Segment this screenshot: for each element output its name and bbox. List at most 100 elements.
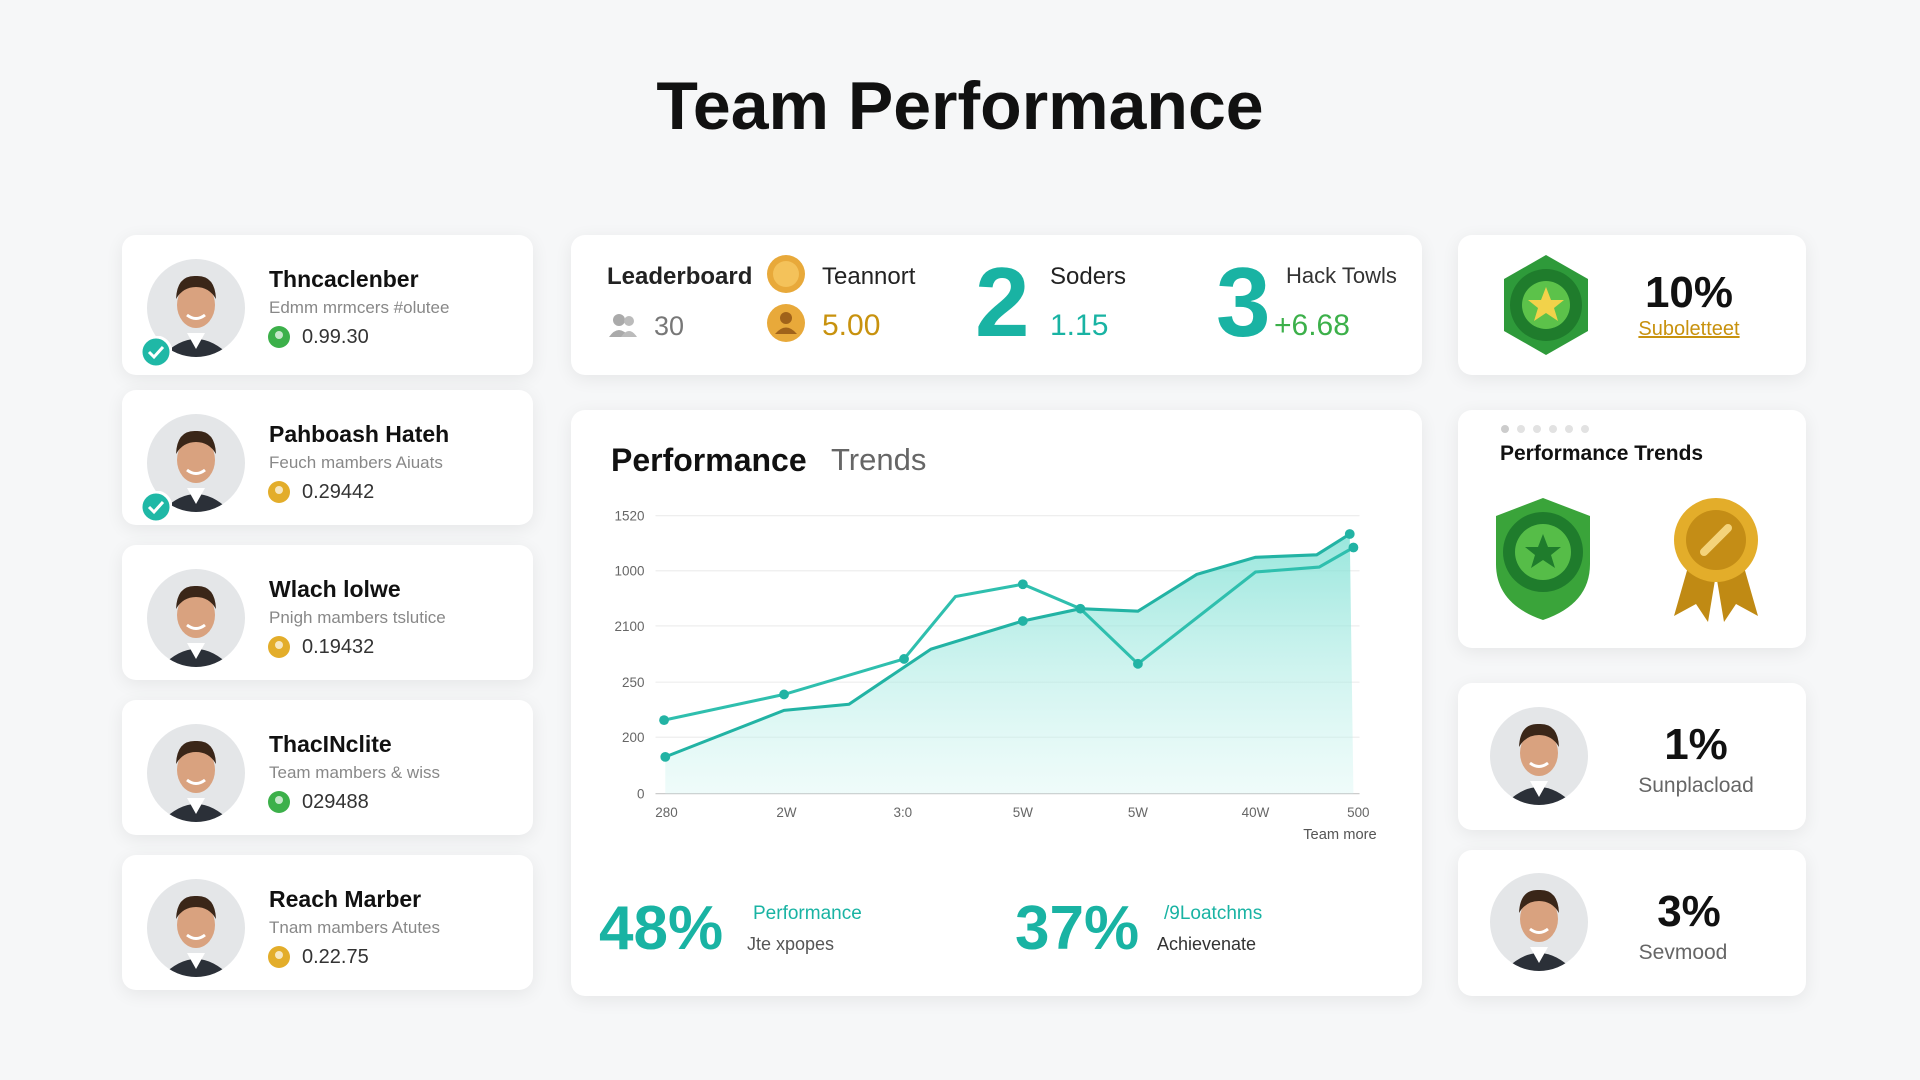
page-title: Team Performance xyxy=(656,68,1264,144)
y-tick-label: 250 xyxy=(622,675,644,690)
value-icon xyxy=(267,325,291,354)
shield-badge xyxy=(1496,498,1590,620)
side-card: 1% Sunplacload xyxy=(1458,683,1806,830)
side-label: Sevmood xyxy=(1638,941,1728,964)
member-name: Pahboash Hateh xyxy=(269,421,450,447)
stat-label: Teannort xyxy=(822,263,916,290)
member-card: Wlach lolwe Pnigh mambers tslutice 0.19432 xyxy=(122,545,533,680)
check-badge xyxy=(139,490,173,528)
y-tick-label: 2100 xyxy=(615,619,645,634)
value-icon-image xyxy=(268,636,290,658)
stat-value: 1.15 xyxy=(1050,309,1109,342)
avatar xyxy=(1490,707,1588,810)
side-label: Sunplacload xyxy=(1638,774,1754,797)
y-tick-label: 1000 xyxy=(615,564,645,579)
people-icon xyxy=(609,314,637,337)
value-icon-image xyxy=(268,791,290,813)
value-icon-image xyxy=(268,481,290,503)
dots xyxy=(1501,425,1589,433)
member-name: Wlach lolwe xyxy=(269,576,401,602)
value-icon xyxy=(267,790,291,819)
check-icon xyxy=(139,335,173,369)
member-subtitle: Tnam mambers Atutes xyxy=(269,918,441,937)
gold-medal xyxy=(1674,498,1758,622)
stat-value: 30 xyxy=(654,311,685,341)
member-subtitle: Feuch mambers Aiuats xyxy=(269,453,443,472)
side-value: 1% xyxy=(1664,720,1728,769)
value-icon xyxy=(267,480,291,509)
avatar-image xyxy=(1490,707,1588,805)
chart-subtitle: Trends xyxy=(831,442,927,477)
stat-value: 5.00 xyxy=(822,309,881,342)
avatar-image xyxy=(147,724,245,822)
x-tick-label: 2W xyxy=(776,805,796,820)
green-badge xyxy=(1504,255,1588,355)
points xyxy=(659,529,1359,762)
x-tick-label: 40W xyxy=(1242,805,1270,820)
stat-label: Soders xyxy=(1050,263,1127,290)
kpi-sub: Achievenate xyxy=(1157,934,1257,954)
member-value: 0.19432 xyxy=(302,636,375,658)
side-card: 10% Suboletteet xyxy=(1458,235,1806,375)
member-value: 029488 xyxy=(302,791,369,813)
y-tick-label: 1520 xyxy=(615,509,645,524)
member-value: 0.22.75 xyxy=(302,946,369,968)
x-tick-label: 280 xyxy=(655,805,677,820)
kpi-label: Performance xyxy=(753,903,862,924)
area xyxy=(665,534,1354,794)
member-name: Thncaclenber xyxy=(269,266,419,292)
check-badge xyxy=(139,335,173,373)
x-tick-label: 500 xyxy=(1347,805,1369,820)
stat-label: Hack Towls xyxy=(1286,263,1397,288)
member-name: ThacINclite xyxy=(269,731,392,757)
value-icon xyxy=(267,635,291,664)
kpi-value: 48% xyxy=(599,894,724,963)
x-tick-label: 5W xyxy=(1013,805,1033,820)
coin-icon xyxy=(767,255,805,293)
check-icon xyxy=(139,490,173,524)
side-value: 3% xyxy=(1657,887,1721,936)
stat-label: Leaderboard xyxy=(607,263,753,290)
chart-note: Team more xyxy=(1303,827,1376,843)
side-card: 3% Sevmood xyxy=(1458,850,1806,996)
kpi-label: /9Loatchms xyxy=(1164,903,1263,924)
member-value: 0.29442 xyxy=(302,481,375,503)
rank: 3 xyxy=(1216,247,1271,357)
trend-chart: 1520 1000 2100 250 200 0 280 2W 3:0 5W 5W 40W 500 Tea… xyxy=(615,509,1377,843)
chart-card: Performance Trends 1520 1000 2100 250 200 0 28… xyxy=(571,410,1422,996)
member-subtitle: Pnigh mambers tslutice xyxy=(269,608,446,627)
avatar xyxy=(147,879,245,982)
y-tick-label: 0 xyxy=(637,787,644,802)
x-tick-label: 5W xyxy=(1128,805,1148,820)
side-title: Performance Trends xyxy=(1500,442,1704,465)
stat-value: +6.68 xyxy=(1274,309,1350,342)
avatar xyxy=(1490,873,1588,976)
member-subtitle: Edmm mrmcers #olutee xyxy=(269,298,450,317)
member-card: Thncaclenber Edmm mrmcers #olutee 0.99.30 xyxy=(122,235,533,375)
avatar xyxy=(147,569,245,672)
value-icon-image xyxy=(268,326,290,348)
avatar-image xyxy=(1490,873,1588,971)
member-value: 0.99.30 xyxy=(302,326,369,348)
kpi-value: 37% xyxy=(1015,894,1140,963)
side-value: 10% xyxy=(1644,268,1734,317)
value-icon-image xyxy=(268,946,290,968)
member-card: ThacINclite Team mambers & wiss 029488 xyxy=(122,700,533,835)
side-card: Performance Trends xyxy=(1458,410,1806,648)
member-card: Pahboash Hateh Feuch mambers Aiuats 0.2944… xyxy=(122,390,533,525)
y-tick-label: 200 xyxy=(622,730,644,745)
value-icon xyxy=(267,945,291,974)
rank: 2 xyxy=(975,247,1030,357)
user-coin-icon xyxy=(767,304,805,342)
trend-line xyxy=(663,546,1355,722)
member-card: Reach Marber Tnam mambers Atutes 0.22.75 xyxy=(122,855,533,990)
avatar-image xyxy=(147,569,245,667)
chart-title: Performance xyxy=(611,442,807,478)
stats-card: Leaderboard 30 Teannort 5.00 2 Soders 1.… xyxy=(571,235,1422,375)
x-tick-label: 3:0 xyxy=(893,805,912,820)
member-subtitle: Team mambers & wiss xyxy=(269,763,440,782)
avatar-image xyxy=(147,879,245,977)
side-label: Suboletteet xyxy=(1638,318,1740,340)
